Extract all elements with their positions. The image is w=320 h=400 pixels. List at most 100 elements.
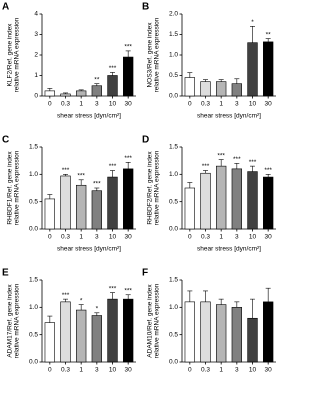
bar bbox=[216, 304, 227, 363]
x-tick-label: 0 bbox=[48, 367, 52, 374]
bar bbox=[44, 90, 55, 97]
significance: ** bbox=[94, 76, 100, 83]
y-tick-label: 0.0 bbox=[169, 226, 178, 233]
y-tick-label: 1.0 bbox=[169, 52, 178, 59]
x-tick-label: 0 bbox=[188, 234, 192, 241]
x-tick-label: 10 bbox=[109, 101, 117, 108]
significance: *** bbox=[202, 163, 210, 170]
bar bbox=[263, 41, 274, 97]
significance: ** bbox=[266, 31, 272, 38]
bar bbox=[60, 301, 71, 363]
significance: *** bbox=[93, 181, 101, 188]
y-tick-label: 1 bbox=[34, 72, 38, 79]
x-tick-label: 10 bbox=[249, 367, 257, 374]
bar bbox=[44, 198, 55, 230]
y-tick-label: 2.0 bbox=[169, 11, 178, 18]
x-tick-label: 0.3 bbox=[61, 234, 70, 241]
y-tick-label: 0.5 bbox=[169, 198, 178, 205]
bar bbox=[76, 90, 87, 97]
y-tick-label: 0 bbox=[34, 93, 38, 100]
y-tick-label: 1.5 bbox=[29, 144, 38, 151]
x-tick-label: 0 bbox=[48, 234, 52, 241]
x-tick-label: 0.3 bbox=[201, 234, 210, 241]
significance: *** bbox=[233, 156, 241, 163]
y-tick-label: 0.0 bbox=[169, 93, 178, 100]
x-tick-label: 1 bbox=[219, 101, 223, 108]
y-axis-label: ADAM10/Ref. gene index bbox=[147, 284, 154, 358]
x-tick-label: 1 bbox=[79, 101, 83, 108]
y-tick-label: 0.0 bbox=[29, 359, 38, 366]
bar bbox=[231, 168, 242, 230]
bar bbox=[263, 301, 274, 363]
panel-letter: B bbox=[142, 2, 149, 13]
bar bbox=[200, 81, 211, 97]
y-axis-label: relative mRNA expression bbox=[154, 283, 161, 358]
y-tick-label: 1.0 bbox=[29, 171, 38, 178]
bar bbox=[107, 75, 118, 97]
y-tick-label: 2 bbox=[34, 52, 38, 59]
panel-letter: A bbox=[2, 2, 9, 13]
bar bbox=[91, 315, 102, 363]
bar bbox=[231, 83, 242, 97]
bar bbox=[123, 168, 134, 230]
panel-letter: F bbox=[142, 268, 148, 279]
panel-letter: D bbox=[142, 135, 149, 146]
y-axis-label: KLF2/Ref. gene index bbox=[7, 23, 14, 87]
x-tick-label: 30 bbox=[125, 101, 133, 108]
y-tick-label: 1.5 bbox=[169, 144, 178, 151]
bar bbox=[123, 298, 134, 363]
bar bbox=[60, 93, 71, 97]
bar bbox=[107, 176, 118, 230]
x-axis-label: shear stress [dyn/cm²] bbox=[57, 246, 121, 253]
x-tick-label: 1 bbox=[219, 367, 223, 374]
bar bbox=[247, 171, 258, 230]
significance: *** bbox=[109, 285, 117, 292]
x-tick-label: 3 bbox=[235, 101, 239, 108]
x-axis-label: shear stress [dyn/cm²] bbox=[197, 246, 261, 253]
significance: *** bbox=[124, 44, 132, 51]
significance: *** bbox=[77, 173, 85, 180]
x-tick-label: 3 bbox=[235, 367, 239, 374]
bar bbox=[184, 187, 195, 230]
y-tick-label: 0.5 bbox=[169, 72, 178, 79]
bar bbox=[184, 77, 195, 97]
significance: *** bbox=[124, 287, 132, 294]
bar bbox=[44, 322, 55, 363]
bar bbox=[60, 175, 71, 230]
x-tick-label: 30 bbox=[125, 234, 133, 241]
x-axis-label: shear stress [dyn/cm²] bbox=[57, 113, 121, 120]
y-tick-label: 1.0 bbox=[29, 304, 38, 311]
bar bbox=[107, 298, 118, 363]
panel-letter: C bbox=[2, 135, 9, 146]
x-tick-label: 3 bbox=[95, 101, 99, 108]
x-tick-label: 30 bbox=[125, 367, 133, 374]
x-tick-label: 30 bbox=[265, 234, 273, 241]
bar bbox=[184, 301, 195, 363]
x-tick-label: 0.3 bbox=[201, 367, 210, 374]
y-tick-label: 4 bbox=[34, 11, 38, 18]
bar bbox=[123, 56, 134, 97]
x-tick-label: 1 bbox=[79, 234, 83, 241]
bar bbox=[91, 190, 102, 230]
x-tick-label: 0 bbox=[48, 101, 52, 108]
x-tick-label: 30 bbox=[265, 367, 273, 374]
x-tick-label: 10 bbox=[109, 367, 117, 374]
x-tick-label: 0.3 bbox=[201, 101, 210, 108]
y-tick-label: 1.5 bbox=[29, 277, 38, 284]
x-tick-label: 0 bbox=[188, 101, 192, 108]
y-axis-label: RHBDF2/Ref. gene index bbox=[147, 151, 154, 225]
significance: *** bbox=[109, 65, 117, 72]
significance: *** bbox=[62, 292, 70, 299]
y-tick-label: 0.5 bbox=[29, 331, 38, 338]
bar bbox=[247, 42, 258, 97]
y-axis-label: relative mRNA expression bbox=[154, 150, 161, 225]
y-axis-label: relative mRNA expression bbox=[14, 17, 21, 92]
x-tick-label: 1 bbox=[79, 367, 83, 374]
bar bbox=[200, 301, 211, 363]
bar bbox=[91, 85, 102, 97]
x-tick-label: 10 bbox=[249, 234, 257, 241]
x-tick-label: 10 bbox=[249, 101, 257, 108]
y-axis-label: NOS3/Ref. gene index bbox=[147, 22, 154, 88]
bar bbox=[76, 309, 87, 363]
